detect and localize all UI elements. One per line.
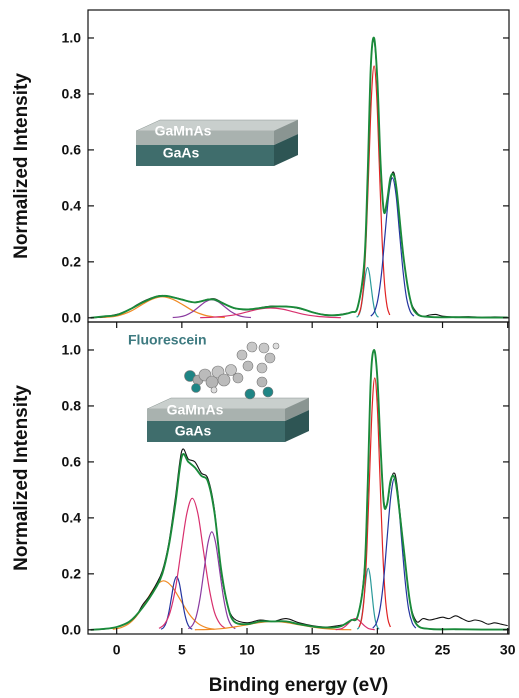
y-tick-label: 0.8 <box>62 398 82 414</box>
y-tick-label: 0.2 <box>62 254 82 270</box>
spectrum-line <box>90 39 508 319</box>
molecule-label: Fluorescein <box>128 332 207 348</box>
layer-label: GaMnAs <box>167 402 224 418</box>
layer-label: GaAs <box>175 423 212 439</box>
plot-area <box>90 349 508 631</box>
y-tick-label: 0.0 <box>62 310 82 326</box>
spectrum-line <box>187 531 236 630</box>
y-tick-label: 0.0 <box>62 622 82 638</box>
x-tick-label: 20 <box>370 642 386 658</box>
spectrum-line <box>372 478 417 629</box>
spectrum-line <box>200 307 341 319</box>
y-tick-label: 0.4 <box>62 198 82 214</box>
spectrum-line <box>90 349 508 631</box>
x-tick-label: 5 <box>178 642 186 658</box>
x-tick-label: 15 <box>304 642 320 658</box>
spectrum-line <box>370 177 415 317</box>
y-tick-label: 1.0 <box>62 342 82 358</box>
layer-label: GaMnAs <box>155 123 212 139</box>
x-tick-label: 10 <box>239 642 255 658</box>
layer-label: GaAs <box>163 145 200 161</box>
inset-slab-top: GaMnAs GaAs <box>135 119 299 166</box>
x-tick-label: 0 <box>113 642 121 658</box>
y-tick-label: 0.6 <box>62 454 82 470</box>
y-tick-label: 1.0 <box>62 30 82 46</box>
y-tick-label: 0.4 <box>62 510 82 526</box>
inset-slab-bottom: GaMnAs GaAs <box>146 397 310 442</box>
y-tick-label: 0.6 <box>62 142 82 158</box>
y-tick-label: 0.8 <box>62 86 82 102</box>
spectrum-line <box>90 36 508 319</box>
y-tick-label: 0.2 <box>62 566 82 582</box>
y-axis-label: Normalized Intensity <box>11 73 32 259</box>
spectrum-line <box>357 65 391 316</box>
spectrum-line <box>335 618 375 631</box>
x-tick-label: 25 <box>435 642 451 658</box>
spectrum-line <box>112 580 215 630</box>
x-axis-label: Binding energy (eV) <box>209 675 388 696</box>
spectrum-line <box>358 377 391 628</box>
plot-frame <box>87 321 510 635</box>
y-axis-label: Normalized Intensity <box>11 385 32 571</box>
plot-area <box>90 36 508 319</box>
x-tick-label: 30 <box>500 642 516 658</box>
spectrum-line <box>158 497 226 629</box>
molecule <box>184 341 280 400</box>
spectrum-line <box>90 349 508 631</box>
